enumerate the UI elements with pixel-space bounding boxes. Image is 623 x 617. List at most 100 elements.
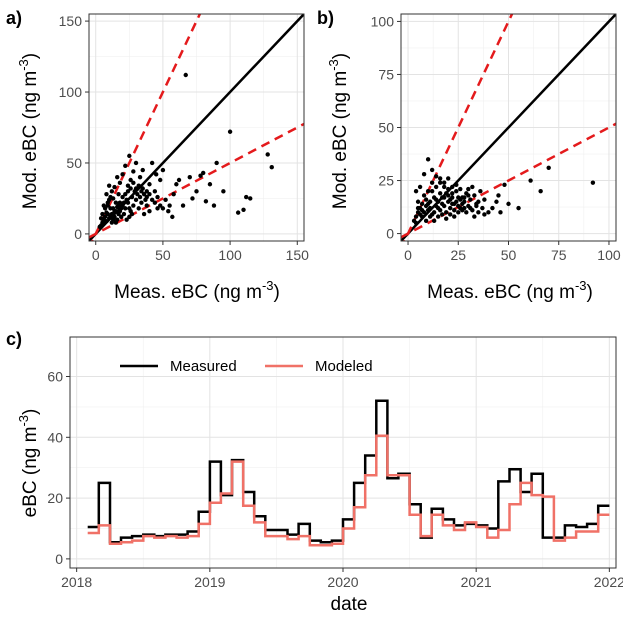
a-point bbox=[110, 217, 116, 222]
b-point bbox=[454, 188, 459, 194]
b-point bbox=[476, 199, 481, 204]
a-point bbox=[176, 177, 182, 183]
b-point bbox=[433, 174, 439, 179]
b-line-2:1 bbox=[403, 14, 514, 241]
a-y-tick-label: 50 bbox=[66, 155, 82, 171]
b-point bbox=[498, 210, 503, 215]
b-point bbox=[417, 184, 423, 190]
legend-modeled-label: Modeled bbox=[315, 358, 373, 375]
b-point bbox=[528, 178, 533, 183]
b-point bbox=[425, 188, 431, 194]
a-point bbox=[119, 206, 124, 211]
a-point bbox=[112, 209, 117, 214]
b-point bbox=[490, 205, 495, 211]
panel-a-ticks: 0 50 100 150 0 50 100 150 bbox=[59, 13, 310, 263]
a-point bbox=[144, 194, 149, 200]
a-point bbox=[116, 211, 121, 217]
a-point bbox=[128, 186, 133, 191]
b-point bbox=[423, 197, 429, 202]
b-point bbox=[439, 195, 445, 200]
a-point bbox=[120, 194, 125, 200]
b-point bbox=[425, 208, 431, 213]
b-point bbox=[442, 180, 447, 185]
a-point bbox=[123, 206, 128, 211]
b-point bbox=[439, 212, 445, 217]
b-point bbox=[448, 205, 453, 211]
a-point bbox=[221, 189, 226, 194]
b-point bbox=[466, 186, 471, 192]
b-point bbox=[415, 199, 421, 204]
a-point bbox=[155, 206, 160, 211]
b-point bbox=[456, 210, 461, 215]
b-point bbox=[460, 208, 465, 213]
b-point bbox=[454, 182, 459, 187]
b-point bbox=[425, 157, 431, 162]
panel-a-frame bbox=[88, 13, 305, 242]
b-point bbox=[417, 212, 423, 217]
b-point bbox=[431, 195, 437, 200]
b-point bbox=[496, 193, 501, 198]
a-point bbox=[104, 191, 109, 197]
b-x-tick-label: 100 bbox=[597, 247, 621, 263]
b-point bbox=[476, 210, 481, 215]
panel-b-ticks: 0 25 50 75 100 0 25 50 75 100 bbox=[371, 13, 621, 263]
a-point bbox=[120, 172, 125, 177]
b-x-tick-label: 50 bbox=[501, 247, 517, 263]
a-point bbox=[97, 224, 102, 230]
a-point bbox=[171, 191, 176, 197]
b-y-tick-label: 50 bbox=[378, 120, 394, 136]
a-point bbox=[201, 170, 206, 176]
b-x-tick-label: 0 bbox=[404, 247, 412, 263]
a-point bbox=[125, 189, 131, 194]
a-point bbox=[248, 196, 253, 201]
b-y-tick-label: 100 bbox=[371, 13, 395, 29]
a-point bbox=[109, 189, 115, 194]
a-point bbox=[241, 207, 246, 212]
a-point bbox=[106, 216, 112, 221]
a-y-tick-label: 150 bbox=[59, 13, 83, 29]
c-y-tick-label: 20 bbox=[47, 490, 63, 506]
a-point bbox=[235, 210, 241, 215]
b-point bbox=[423, 218, 429, 224]
a-point bbox=[140, 167, 145, 173]
b-point bbox=[446, 176, 451, 181]
c-x-tick-label: 2019 bbox=[194, 574, 225, 590]
b-point bbox=[421, 171, 427, 177]
a-point bbox=[127, 153, 132, 159]
a-x-tick-label: 0 bbox=[92, 247, 100, 263]
a-point bbox=[155, 194, 160, 200]
b-point bbox=[427, 199, 433, 204]
panel-c: c) 2018 2019 2020 2021 2022 0 20 40 60 Measured … bbox=[6, 329, 623, 615]
panel-c-series bbox=[87, 399, 610, 547]
c-x-tick-label: 2018 bbox=[61, 574, 92, 590]
a-point bbox=[127, 214, 132, 220]
panel-a-points bbox=[97, 72, 274, 230]
legend-measured-label: Measured bbox=[170, 358, 237, 375]
a-point bbox=[141, 191, 147, 197]
b-point bbox=[444, 216, 449, 221]
b-point bbox=[435, 199, 441, 204]
b-point bbox=[431, 218, 437, 224]
b-point bbox=[590, 180, 596, 185]
a-point bbox=[131, 169, 136, 174]
b-point bbox=[450, 191, 455, 196]
a-point bbox=[137, 174, 143, 180]
a-point bbox=[160, 167, 166, 173]
b-point bbox=[442, 203, 447, 209]
a-point bbox=[131, 203, 136, 208]
a-point bbox=[123, 191, 128, 197]
b-point bbox=[448, 212, 453, 217]
a-point bbox=[115, 204, 120, 210]
b-point bbox=[470, 208, 475, 213]
panel-b-x-axis-title: Meas. eBC (ng m-3) bbox=[427, 278, 593, 303]
a-point bbox=[265, 152, 270, 157]
b-point bbox=[442, 184, 447, 190]
a-point bbox=[135, 191, 140, 197]
a-point bbox=[194, 189, 199, 194]
a-point bbox=[106, 183, 112, 188]
panel-a: a) 0 50 100 150 0 50 100 150 Meas. eBC (ng m-3)… bbox=[6, 8, 310, 303]
a-point bbox=[214, 160, 219, 166]
panel-b-points bbox=[411, 157, 596, 226]
b-point bbox=[452, 208, 457, 213]
